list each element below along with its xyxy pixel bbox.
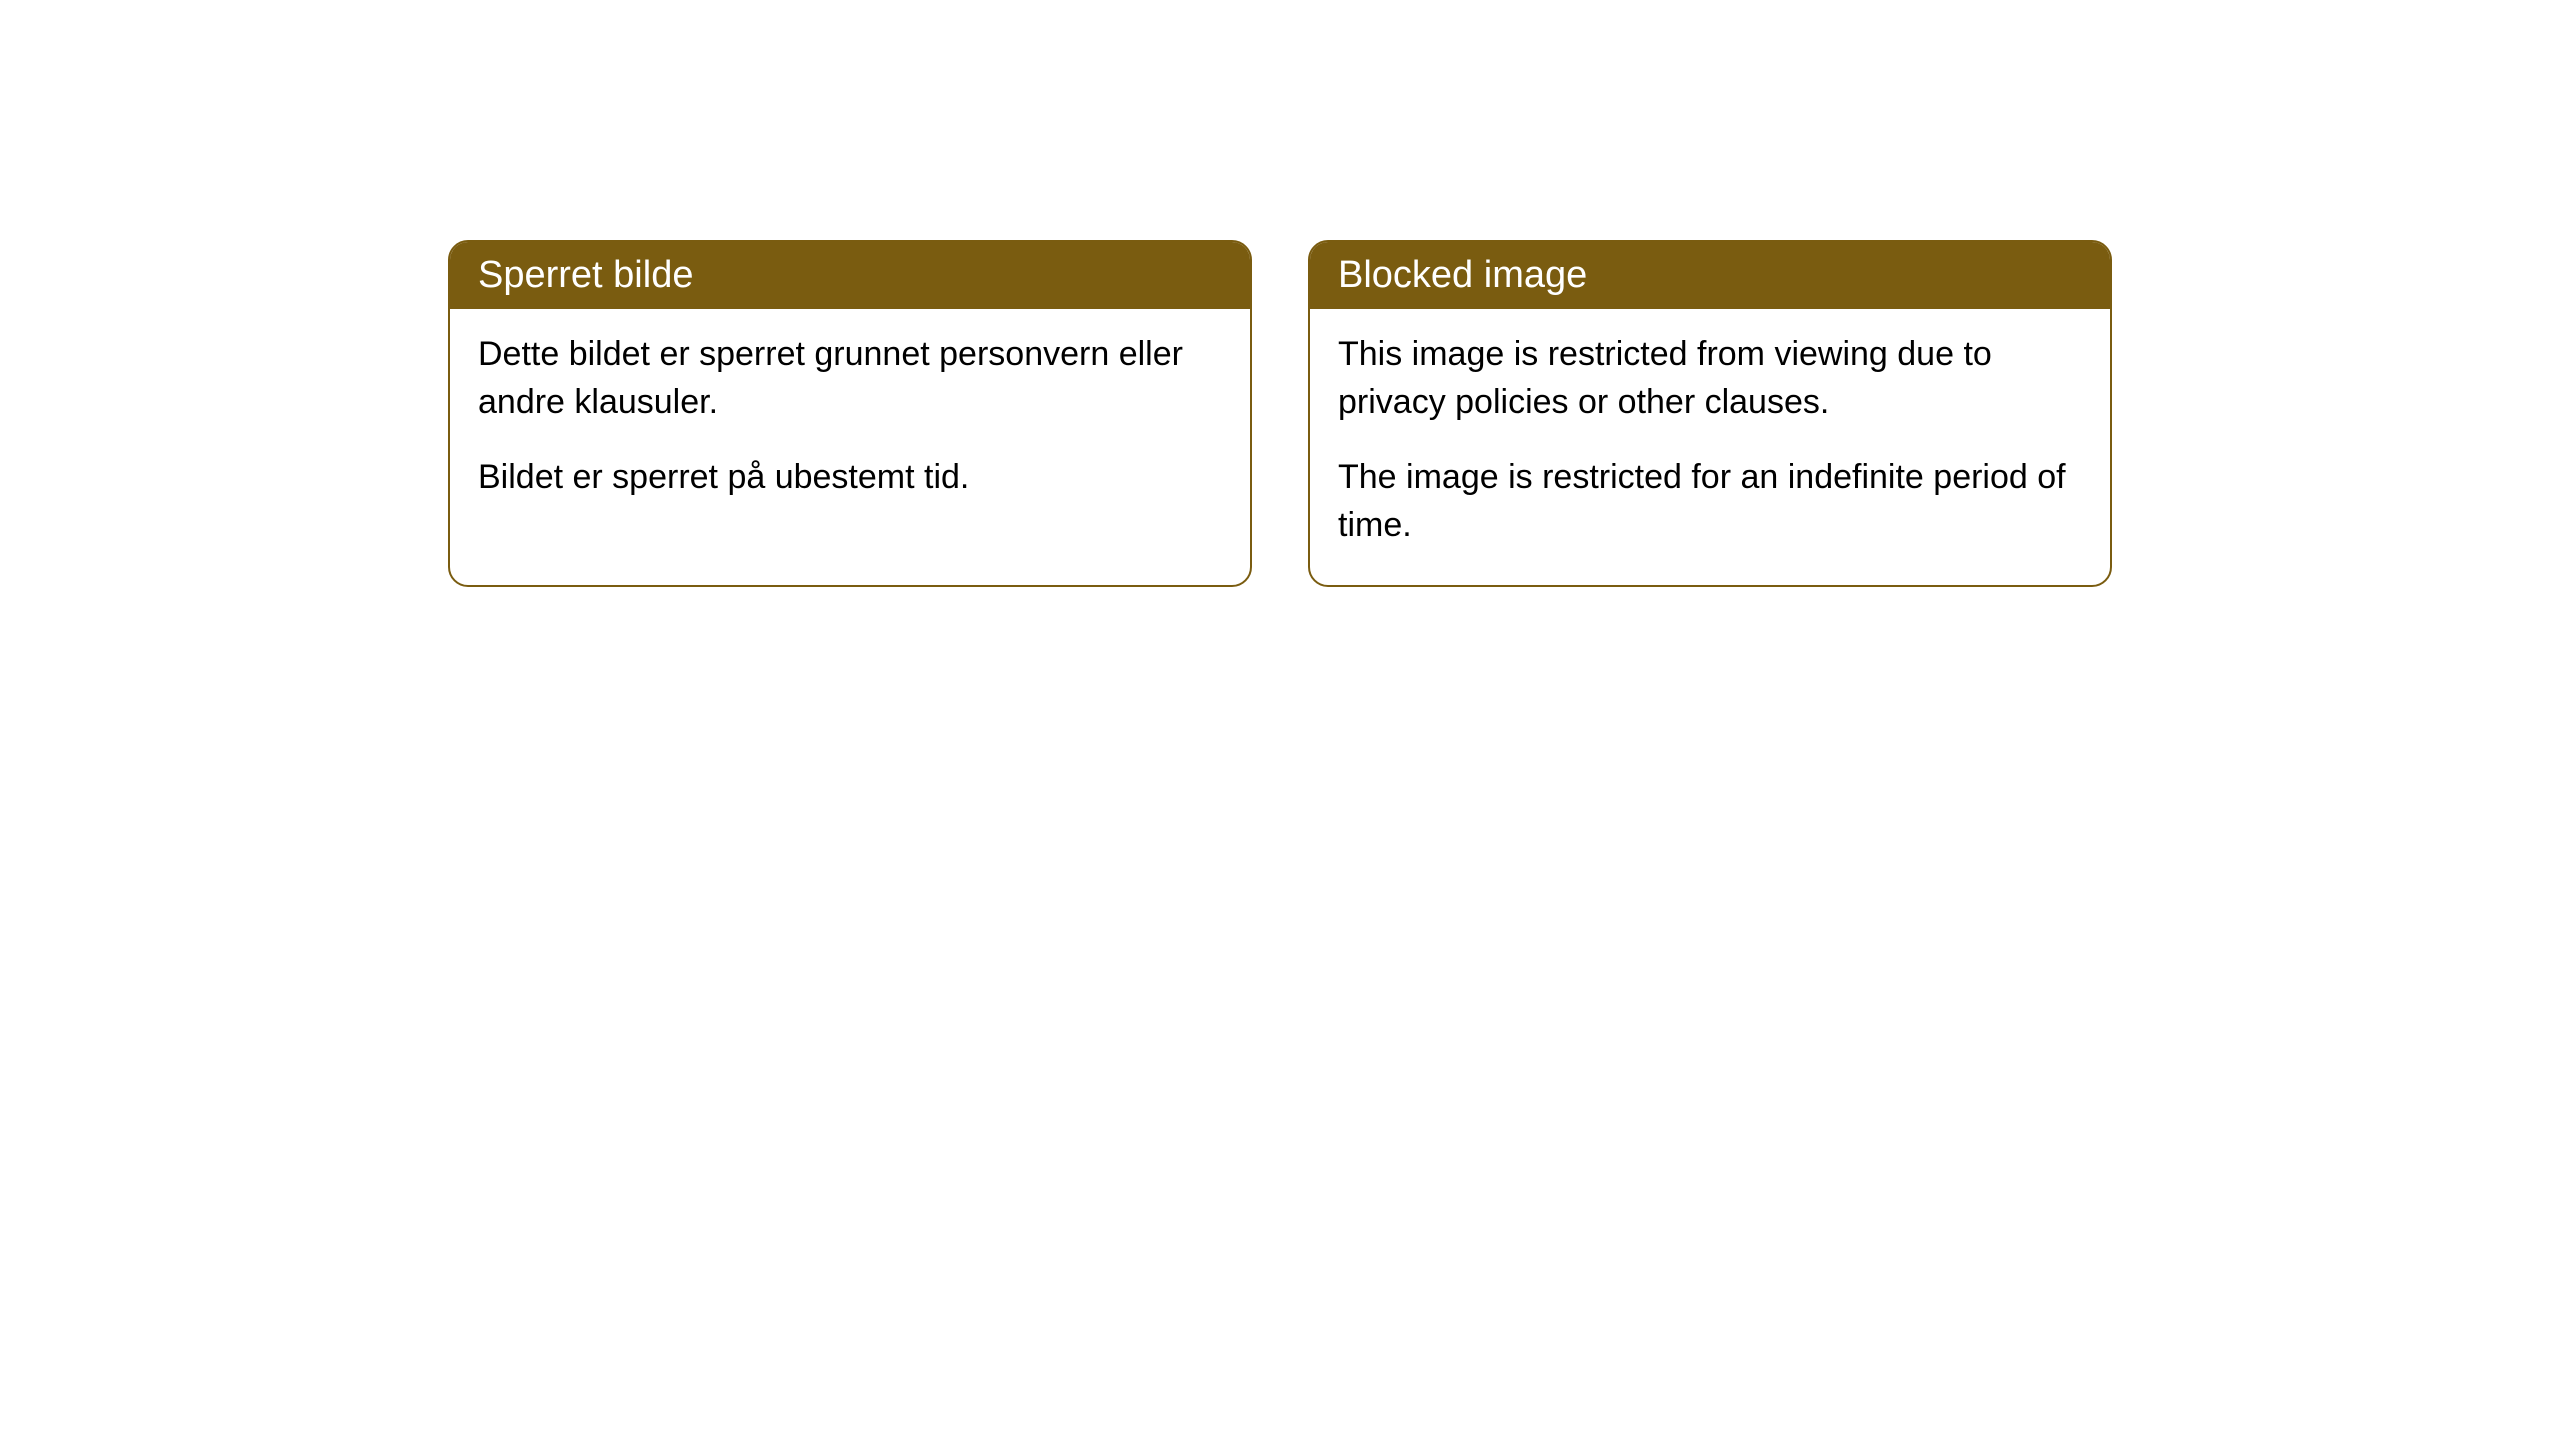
card-title-norwegian: Sperret bilde bbox=[478, 254, 693, 296]
card-paragraph-1-norwegian: Dette bildet er sperret grunnet personve… bbox=[478, 331, 1222, 426]
card-paragraph-2-english: The image is restricted for an indefinit… bbox=[1338, 454, 2082, 549]
card-body-norwegian: Dette bildet er sperret grunnet personve… bbox=[450, 309, 1250, 538]
cards-container: Sperret bilde Dette bildet er sperret gr… bbox=[448, 240, 2112, 587]
card-norwegian: Sperret bilde Dette bildet er sperret gr… bbox=[448, 240, 1252, 587]
card-header-norwegian: Sperret bilde bbox=[450, 242, 1250, 309]
card-paragraph-1-english: This image is restricted from viewing du… bbox=[1338, 331, 2082, 426]
card-english: Blocked image This image is restricted f… bbox=[1308, 240, 2112, 587]
card-title-english: Blocked image bbox=[1338, 254, 1587, 296]
card-header-english: Blocked image bbox=[1310, 242, 2110, 309]
card-body-english: This image is restricted from viewing du… bbox=[1310, 309, 2110, 585]
card-paragraph-2-norwegian: Bildet er sperret på ubestemt tid. bbox=[478, 454, 1222, 502]
